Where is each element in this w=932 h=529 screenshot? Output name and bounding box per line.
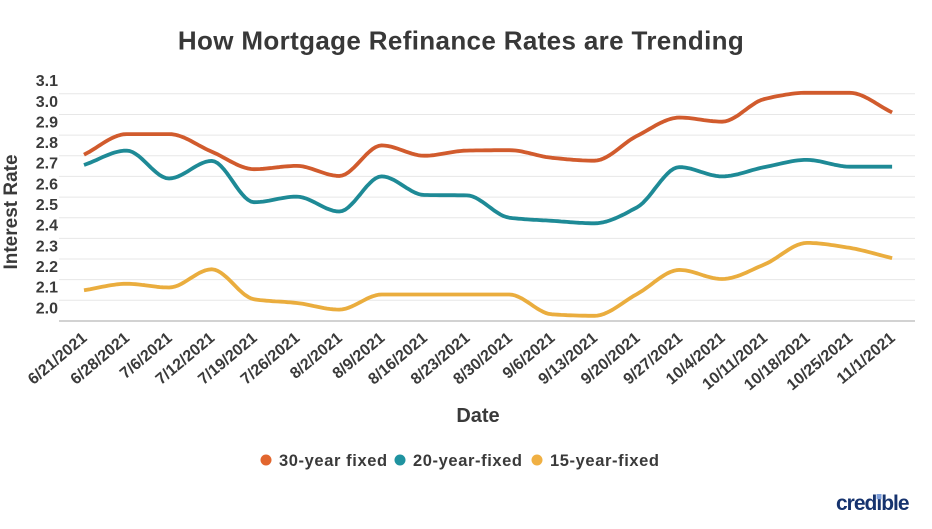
svg-text:2.1: 2.1 — [36, 280, 58, 297]
svg-text:15-year-fixed: 15-year-fixed — [550, 452, 660, 470]
svg-text:2.2: 2.2 — [36, 259, 58, 276]
svg-text:2.6: 2.6 — [36, 176, 58, 193]
svg-text:Interest Rate: Interest Rate — [1, 154, 22, 269]
svg-text:2.5: 2.5 — [36, 197, 58, 214]
svg-text:2.3: 2.3 — [36, 238, 58, 255]
svg-text:credible: credible — [836, 492, 909, 515]
svg-text:3.0: 3.0 — [36, 94, 58, 111]
svg-text:Date: Date — [456, 405, 499, 427]
svg-text:2.0: 2.0 — [36, 300, 58, 317]
svg-text:2.9: 2.9 — [36, 115, 58, 132]
svg-text:30-year fixed: 30-year fixed — [279, 452, 388, 470]
svg-text:2.7: 2.7 — [36, 156, 58, 173]
svg-text:3.1: 3.1 — [36, 73, 58, 90]
svg-text:20-year-fixed: 20-year-fixed — [413, 452, 523, 470]
svg-text:2.4: 2.4 — [36, 218, 58, 235]
svg-text:2.8: 2.8 — [36, 135, 58, 152]
svg-text:How Mortgage Refinance Rates a: How Mortgage Refinance Rates are Trendin… — [178, 26, 744, 56]
